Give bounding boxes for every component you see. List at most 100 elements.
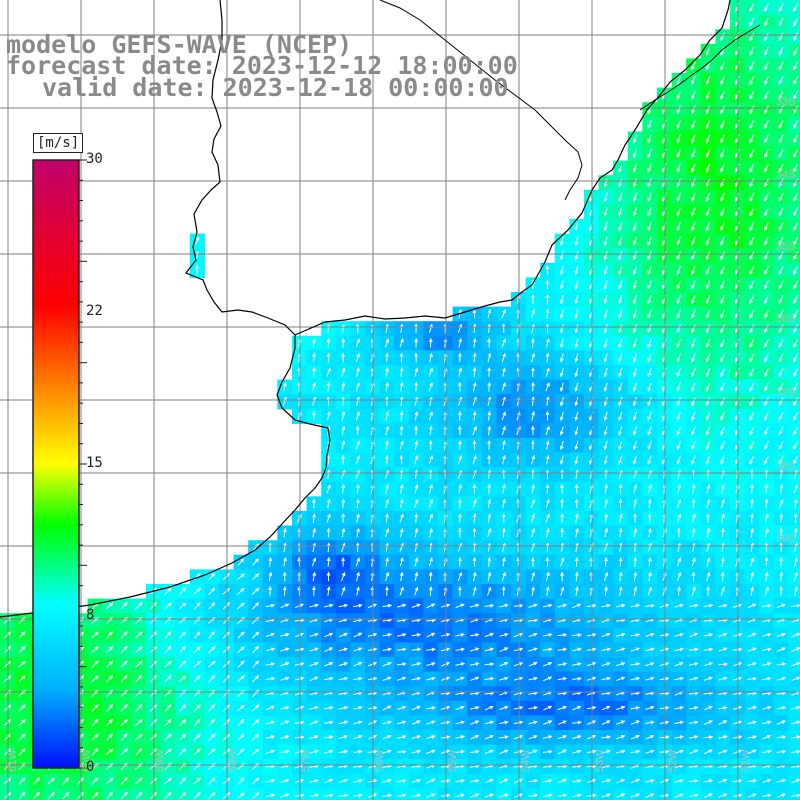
wind-cell [87,788,103,800]
colorbar [32,159,80,769]
wind-cell [248,788,264,800]
wind-arrow [574,556,579,567]
wind-arrow [457,556,462,567]
wind-cell [788,350,800,366]
wind-cell [788,0,800,16]
wind-cell [379,788,395,800]
lon-label-61W: 61W [7,749,19,772]
wind-cell [102,788,118,800]
lat-label-35S: 35S [776,241,796,253]
wind-cell [788,292,800,308]
wind-cell [788,511,800,527]
wind-cell [306,788,322,800]
wind-cell [131,788,147,800]
wind-cell [29,788,45,800]
wind-cell [160,788,176,800]
wind-arrow [749,513,754,523]
wind-cell [262,788,278,800]
wind-cell [598,788,614,800]
colorbar-tick-0: 0 [86,759,95,775]
lon-label-53W: 53W [594,749,606,772]
wind-cell [452,788,468,800]
lat-label-34S: 34S [776,169,796,181]
wind-cell [14,788,30,800]
wind-cell [43,788,59,800]
wind-cell [788,73,800,89]
wind-arrow [414,513,419,523]
lat-label-37S: 37S [776,387,796,399]
wind-cell [759,788,775,800]
wind-arrow [633,542,638,553]
wind-cell [671,788,687,800]
lat-label-38S: 38S [776,461,796,473]
lon-label-59W: 59W [154,749,166,772]
colorbar-unit: [m/s] [33,133,84,153]
colorbar-tick-30: 30 [86,151,103,167]
wind-cell [788,219,800,235]
colorbar-tick-8: 8 [86,607,95,623]
wind-arrow [457,440,462,450]
wind-cell [204,788,220,800]
lon-label-51W: 51W [740,749,752,772]
wind-cell [788,481,800,497]
wind-cell [788,584,800,600]
wind-cell [189,788,205,800]
lon-label-55W: 55W [447,749,459,772]
wind-cell [788,58,800,74]
wind-cell [569,788,585,800]
lon-label-54W: 54W [520,749,532,772]
wind-cell [788,14,800,30]
wind-cell [788,554,800,570]
lat-label-33S: 33S [776,96,796,108]
wind-cell [788,131,800,147]
wind-cell [788,365,800,381]
wind-cell [627,788,643,800]
wind-cell [788,29,800,45]
wind-cell [700,788,716,800]
wind-arrow [472,367,477,377]
wind-cell [788,116,800,132]
lat-label-36S: 36S [776,313,796,325]
wind-cell [744,788,760,800]
wind-cell [496,788,512,800]
valid-date: valid date: 2023-12-18 00:00:00 [42,73,509,102]
wind-cell [540,788,556,800]
wind-cell [788,204,800,220]
wind-cell [788,423,800,439]
wind-cell [233,788,249,800]
wind-cell [175,788,191,800]
wind-arrow [341,337,346,348]
lat-label-39S: 39S [776,533,796,545]
wind-cell [394,788,410,800]
colorbar-tick-22: 22 [86,303,103,319]
wind-cell [788,569,800,585]
wind-arrow [326,542,331,553]
lon-label-52W: 52W [667,749,679,772]
wind-cell [788,189,800,205]
wind-arrow [311,410,316,421]
wind-cell [788,146,800,162]
wind-cell [554,788,570,800]
wind-cell [277,788,293,800]
wind-cell [788,335,800,351]
lon-label-57W: 57W [300,749,312,772]
wind-arrow [457,410,462,421]
lon-label-56W: 56W [374,749,386,772]
wind-cell [788,408,800,424]
wind-cell [788,438,800,454]
wind-cell [613,788,629,800]
wind-cell [350,788,366,800]
wind-arrow [487,483,492,494]
wind-cell [321,788,337,800]
wind-cell [686,788,702,800]
wind-cell [773,788,789,800]
wind-cell [116,788,132,800]
wind-cell [408,788,424,800]
wind-cell [58,788,74,800]
colorbar-tick-15: 15 [86,455,103,471]
wind-cell [788,788,800,800]
wind-cell [467,788,483,800]
lon-label-58W: 58W [227,749,239,772]
